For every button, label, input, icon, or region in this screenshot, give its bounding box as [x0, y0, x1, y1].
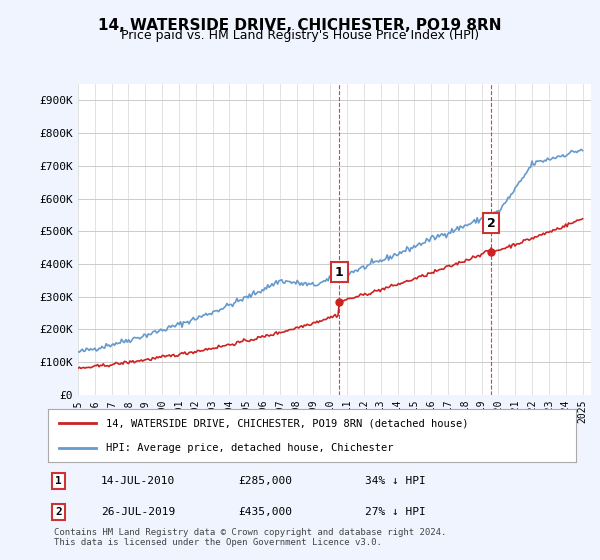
Text: £435,000: £435,000: [238, 507, 292, 517]
Text: £285,000: £285,000: [238, 476, 292, 486]
Text: 1: 1: [55, 476, 62, 486]
Text: Contains HM Land Registry data © Crown copyright and database right 2024.
This d: Contains HM Land Registry data © Crown c…: [54, 528, 446, 548]
Text: 2: 2: [55, 507, 62, 517]
Text: Price paid vs. HM Land Registry's House Price Index (HPI): Price paid vs. HM Land Registry's House …: [121, 29, 479, 42]
Text: 14, WATERSIDE DRIVE, CHICHESTER, PO19 8RN (detached house): 14, WATERSIDE DRIVE, CHICHESTER, PO19 8R…: [106, 418, 469, 428]
Text: HPI: Average price, detached house, Chichester: HPI: Average price, detached house, Chic…: [106, 442, 394, 452]
Text: 2: 2: [487, 217, 496, 230]
Text: 26-JUL-2019: 26-JUL-2019: [101, 507, 175, 517]
Text: 1: 1: [335, 265, 344, 279]
Text: 14-JUL-2010: 14-JUL-2010: [101, 476, 175, 486]
Text: 27% ↓ HPI: 27% ↓ HPI: [365, 507, 425, 517]
Text: 14, WATERSIDE DRIVE, CHICHESTER, PO19 8RN: 14, WATERSIDE DRIVE, CHICHESTER, PO19 8R…: [98, 18, 502, 33]
Text: 34% ↓ HPI: 34% ↓ HPI: [365, 476, 425, 486]
